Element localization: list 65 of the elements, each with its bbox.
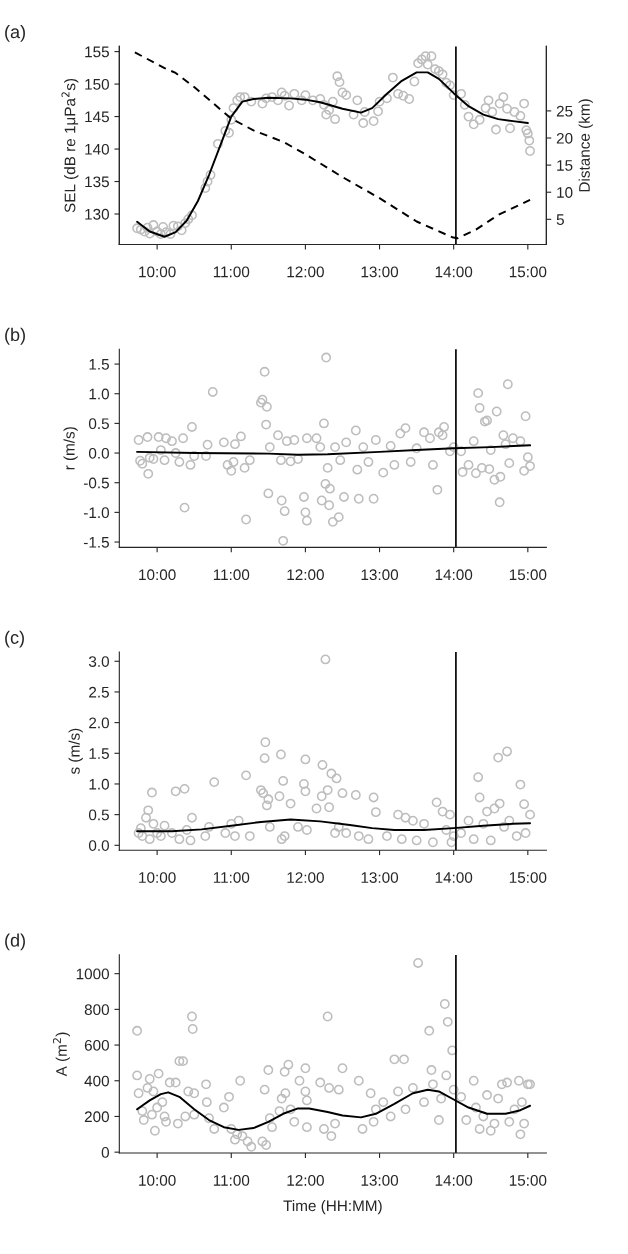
- x-axis-title: Time (HH:MM): [283, 1199, 382, 1215]
- y-tick-label: 0.0: [88, 447, 109, 459]
- chart-title: (d): [5, 933, 25, 951]
- y-tick-label: 1000: [76, 968, 109, 980]
- y-tick-label: -1.5: [83, 537, 109, 548]
- x-tick-label: 10:00: [139, 1174, 176, 1186]
- y-tick-label: 130: [85, 208, 109, 220]
- y-tick-label: 0.5: [88, 809, 109, 821]
- y-tick-label: 600: [84, 1039, 109, 1051]
- y-axis-title: A (m$^{2}$): [52, 1032, 70, 1077]
- y-tick-label: -1.0: [83, 507, 109, 519]
- x-tick-label: 13:00: [361, 266, 399, 278]
- x-tick-label: 11:00: [213, 872, 250, 883]
- y-tick-label: 2.0: [89, 717, 109, 729]
- x-tick-label: 12:00: [287, 569, 324, 581]
- y2-tick-label: 5: [556, 214, 564, 226]
- y-tick-label: 1.0: [89, 388, 109, 400]
- x-tick-label: 12:00: [287, 266, 324, 278]
- x-tick-label: 14:00: [435, 266, 473, 278]
- x-tick-label: 15:00: [509, 1174, 547, 1186]
- y-tick-label: 145: [85, 111, 109, 123]
- y-axis-title: r (m/s): [63, 427, 78, 470]
- y-tick-label: 800: [84, 1004, 109, 1016]
- x-tick-label: 13:00: [361, 1174, 399, 1186]
- y2-tick-label: 20: [556, 132, 573, 144]
- x-tick-label: 12:00: [287, 1174, 324, 1186]
- y2-tick-label: 25: [556, 105, 573, 117]
- y-tick-label: -0.5: [83, 477, 109, 489]
- x-tick-label: 12:00: [287, 872, 324, 883]
- y2-tick-label: 15: [557, 160, 573, 171]
- x-tick-label: 11:00: [213, 266, 250, 278]
- x-tick-label: 10:00: [139, 266, 176, 278]
- chart-title: (c): [5, 630, 24, 648]
- x-tick-label: 10:00: [139, 569, 176, 581]
- x-tick-label: 13:00: [361, 872, 399, 883]
- y-tick-label: 150: [85, 78, 109, 90]
- y-tick-label: 2.5: [89, 686, 109, 698]
- x-tick-label: 15:00: [509, 872, 547, 883]
- y-tick-label: 1.5: [89, 359, 109, 370]
- y-axis-title: SEL (dB re 1μPa$^{2}$s): [61, 78, 79, 213]
- y-tick-label: 135: [85, 176, 109, 188]
- x-tick-label: 13:00: [361, 569, 399, 581]
- y-tick-label: 0: [101, 1147, 109, 1158]
- y-tick-label: 0.0: [88, 840, 109, 851]
- y-tick-label: 1.0: [89, 778, 109, 790]
- y-tick-label: 140: [85, 143, 109, 155]
- x-tick-label: 11:00: [213, 1174, 250, 1186]
- y-axis-title: s (m/s): [68, 728, 83, 775]
- y-tick-label: 200: [84, 1111, 109, 1123]
- chart-title: (b): [5, 327, 25, 345]
- x-tick-label: 14:00: [435, 872, 473, 883]
- y-tick-label: 0.5: [88, 418, 109, 430]
- y-tick-label: 1.5: [89, 748, 109, 759]
- y2-tick-label: 10: [557, 187, 573, 198]
- y-tick-label: 155: [85, 46, 109, 58]
- x-tick-label: 14:00: [435, 1174, 473, 1186]
- x-tick-label: 15:00: [509, 569, 547, 581]
- y-tick-label: 400: [84, 1075, 109, 1087]
- x-tick-label: 15:00: [509, 266, 547, 278]
- x-tick-label: 10:00: [139, 872, 176, 883]
- y2-axis-title: Distance (km): [578, 99, 593, 192]
- x-tick-label: 11:00: [213, 569, 250, 581]
- y-tick-label: 3.0: [88, 656, 109, 667]
- x-tick-label: 14:00: [435, 569, 473, 581]
- chart-title: (a): [5, 24, 25, 42]
